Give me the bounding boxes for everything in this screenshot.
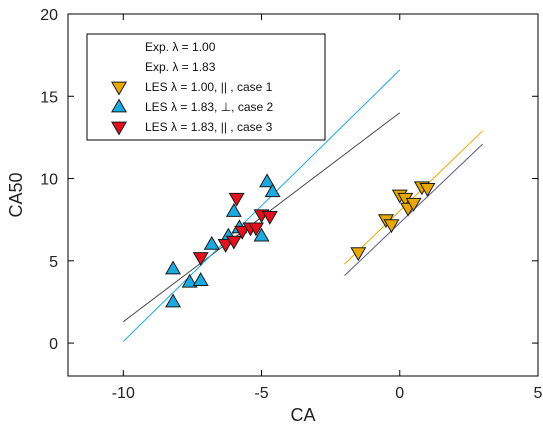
legend-label-case3: LES λ = 1.83, || , case 3 (145, 120, 273, 134)
axis-ticks: -10 -5 0 5 0 5 10 15 20 (40, 7, 542, 402)
point-case1 (405, 197, 422, 212)
point-case1 (419, 183, 436, 197)
point-case2 (225, 202, 242, 217)
x-axis-label: CA (290, 405, 315, 425)
legend-marker-case3 (111, 121, 127, 136)
point-case2 (181, 273, 198, 288)
fit-line-fit_case2 (122, 69, 401, 342)
legend: Exp. λ = 1.00 Exp. λ = 1.83 LES λ = 1.00, … (86, 33, 326, 141)
y-tick-label: 20 (40, 7, 58, 24)
fit-line-fit_case1 (344, 130, 484, 265)
y-tick-label: 15 (40, 89, 58, 106)
y-tick-label: 0 (49, 336, 58, 353)
x-tick-label: -10 (112, 385, 135, 402)
point-case3 (248, 222, 264, 237)
point-case2 (253, 227, 270, 242)
y-tick-label: 10 (40, 172, 58, 189)
point-case3 (217, 238, 234, 253)
point-case3 (234, 225, 251, 240)
plot-area-frame (67, 13, 539, 377)
les-markers (165, 173, 436, 308)
point-case3 (261, 211, 278, 225)
point-case2 (264, 183, 281, 198)
point-case2 (192, 272, 209, 286)
legend-marker-case1 (111, 81, 127, 96)
x-tick-label: 0 (395, 385, 404, 402)
point-case1 (383, 219, 400, 234)
legend-label-case2: LES λ = 1.83, ⊥, case 2 (145, 100, 274, 114)
y-axis-label: CA50 (6, 172, 26, 217)
point-case2 (259, 173, 276, 188)
point-case2 (203, 235, 220, 250)
point-case3 (228, 192, 245, 207)
legend-marker-case2 (111, 98, 127, 113)
legend-label-case1: LES λ = 1.00, || , case 1 (145, 80, 273, 94)
point-case3 (225, 235, 242, 250)
point-case3 (192, 252, 209, 267)
point-case1 (350, 247, 367, 262)
legend-label-exp_100: Exp. λ = 1.00 (145, 40, 216, 54)
x-tick-label: 5 (534, 385, 543, 402)
point-case2 (165, 293, 182, 308)
x-tick-label: -5 (254, 385, 268, 402)
point-case2 (165, 260, 182, 275)
legend-box (86, 33, 326, 141)
legend-label-exp_183: Exp. λ = 1.83 (145, 60, 216, 74)
y-tick-label: 5 (49, 254, 58, 271)
